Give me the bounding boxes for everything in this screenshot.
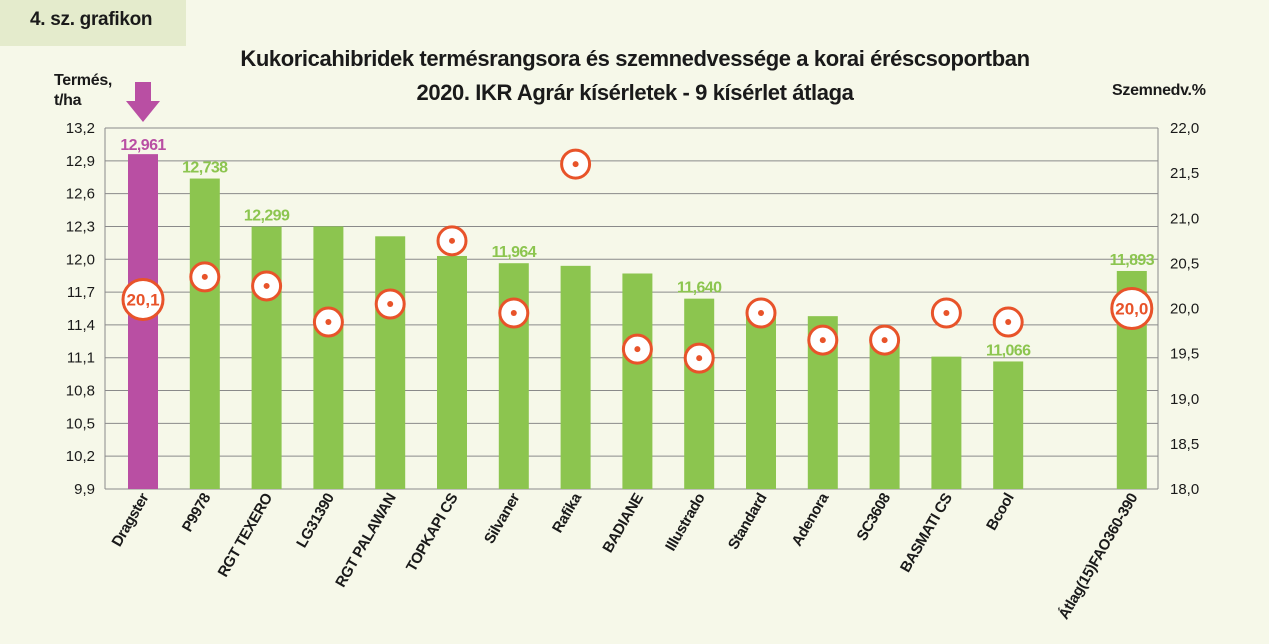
category-label: RGT PALAWAN — [332, 491, 399, 591]
y2-tick-label: 21,0 — [1170, 210, 1199, 227]
category-label: Dragster — [108, 490, 152, 550]
moisture-marker-dot — [263, 282, 270, 289]
data-label: 12,961 — [120, 137, 166, 154]
y2-tick-label: 21,5 — [1170, 165, 1199, 182]
category-label: Rafika — [549, 490, 586, 536]
y2-tick-label: 19,0 — [1170, 391, 1199, 408]
moisture-label: 20,0 — [1115, 300, 1148, 319]
moisture-marker — [1110, 287, 1154, 330]
category-label: P9978 — [179, 490, 214, 534]
y-tick-label: 12,9 — [66, 153, 95, 170]
bar — [622, 273, 653, 489]
category-label: Átlag(15)FAO360-390 — [1055, 490, 1141, 622]
category-label: TOPKAPI CS — [403, 490, 462, 575]
category-label: Adenora — [789, 490, 833, 550]
bar — [684, 298, 715, 489]
figure-tag: 4. sz. grafikon — [0, 0, 186, 46]
y-tick-label: 10,2 — [66, 448, 95, 465]
y2-tick-label: 18,0 — [1170, 481, 1199, 498]
category-label: LG31390 — [293, 490, 338, 550]
category-label: Bcool — [983, 490, 1018, 533]
y-axis-label-line2: t/ha — [54, 92, 82, 109]
moisture-marker-dot — [634, 346, 641, 353]
data-label: 11,964 — [492, 244, 537, 261]
category-label: Illustrado — [662, 490, 709, 554]
y-axis-label-line1: Termés, — [54, 72, 113, 89]
moisture-marker-dot — [881, 337, 888, 344]
category-label: BASMATI CS — [897, 490, 956, 575]
chart-title-line2: 2020. IKR Agrár kísérletek - 9 kísérlet … — [416, 80, 854, 105]
category-label: Standard — [725, 490, 771, 552]
bar — [931, 356, 962, 489]
bar — [993, 361, 1024, 489]
data-label: 11,066 — [986, 342, 1031, 359]
bar — [128, 154, 158, 490]
moisture-marker-dot — [325, 319, 332, 326]
y2-tick-label: 19,5 — [1170, 346, 1199, 363]
y-tick-label: 10,5 — [66, 415, 95, 432]
y-tick-label: 12,0 — [66, 251, 95, 268]
data-label: 12,299 — [244, 208, 290, 225]
category-label: Silvaner — [481, 490, 524, 547]
y-tick-label: 12,3 — [66, 218, 95, 235]
moisture-marker-dot — [387, 300, 394, 307]
category-label: RGT TEXERO — [215, 490, 277, 580]
bar — [498, 263, 529, 489]
y-tick-label: 9,9 — [74, 481, 95, 498]
y-tick-label: 12,6 — [66, 186, 95, 203]
y2-tick-label: 22,0 — [1170, 120, 1199, 137]
bar — [746, 311, 776, 489]
bar — [869, 339, 900, 489]
data-label: 11,893 — [1110, 252, 1155, 269]
y-tick-label: 11,1 — [67, 350, 95, 367]
y2-tick-label: 18,5 — [1170, 436, 1199, 453]
y2-tick-label: 20,0 — [1170, 301, 1199, 318]
moisture-marker-dot — [449, 237, 455, 244]
moisture-marker-dot — [758, 310, 764, 317]
bar — [375, 236, 406, 489]
moisture-marker-dot — [696, 355, 703, 362]
moisture-marker-dot — [572, 161, 579, 168]
category-label: BADIANE — [599, 490, 647, 556]
moisture-marker-dot — [510, 310, 517, 317]
bar — [560, 265, 591, 489]
moisture-marker-dot — [819, 337, 826, 344]
category-label: SC3608 — [853, 490, 894, 543]
moisture-marker-dot — [201, 273, 208, 280]
data-label: 12,738 — [182, 160, 228, 177]
moisture-marker-dot — [943, 310, 950, 317]
y2-tick-label: 20,5 — [1170, 255, 1199, 272]
y2-axis-label: Szemnedv.% — [1112, 82, 1206, 99]
bar — [189, 178, 220, 490]
pointer-arrow-icon — [126, 82, 160, 122]
y-tick-label: 13,2 — [66, 120, 95, 137]
moisture-label: 20,1 — [126, 290, 159, 309]
moisture-marker — [121, 277, 165, 321]
bar — [313, 226, 344, 490]
bar — [251, 226, 282, 489]
bar — [437, 255, 467, 489]
moisture-marker-dot — [1005, 319, 1012, 326]
y-tick-label: 11,4 — [67, 317, 95, 334]
chart-title-line1: Kukoricahibridek termésrangsora és szemn… — [240, 46, 1030, 71]
y-tick-label: 10,8 — [66, 383, 95, 400]
y-tick-label: 11,7 — [67, 284, 95, 301]
data-label: 11,640 — [677, 280, 722, 297]
